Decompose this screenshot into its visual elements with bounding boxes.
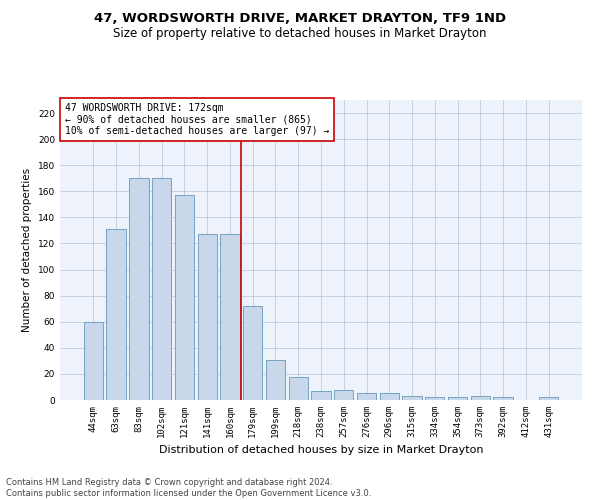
Bar: [84, 322, 103, 400]
Text: 47, WORDSWORTH DRIVE, MARKET DRAYTON, TF9 1ND: 47, WORDSWORTH DRIVE, MARKET DRAYTON, TF…: [94, 12, 506, 26]
Bar: [448, 398, 467, 400]
Bar: [106, 229, 126, 400]
Bar: [493, 398, 513, 400]
Bar: [289, 376, 308, 400]
X-axis label: Distribution of detached houses by size in Market Drayton: Distribution of detached houses by size …: [159, 446, 483, 456]
Bar: [334, 390, 353, 400]
Bar: [311, 391, 331, 400]
Text: 47 WORDSWORTH DRIVE: 172sqm
← 90% of detached houses are smaller (865)
10% of se: 47 WORDSWORTH DRIVE: 172sqm ← 90% of det…: [65, 103, 329, 136]
Bar: [470, 396, 490, 400]
Bar: [425, 398, 445, 400]
Text: Contains HM Land Registry data © Crown copyright and database right 2024.
Contai: Contains HM Land Registry data © Crown c…: [6, 478, 371, 498]
Bar: [197, 234, 217, 400]
Bar: [266, 360, 285, 400]
Bar: [539, 398, 558, 400]
Bar: [175, 195, 194, 400]
Bar: [129, 178, 149, 400]
Bar: [243, 306, 262, 400]
Y-axis label: Number of detached properties: Number of detached properties: [22, 168, 32, 332]
Bar: [220, 234, 239, 400]
Bar: [380, 394, 399, 400]
Bar: [403, 396, 422, 400]
Bar: [152, 178, 172, 400]
Bar: [357, 394, 376, 400]
Text: Size of property relative to detached houses in Market Drayton: Size of property relative to detached ho…: [113, 28, 487, 40]
